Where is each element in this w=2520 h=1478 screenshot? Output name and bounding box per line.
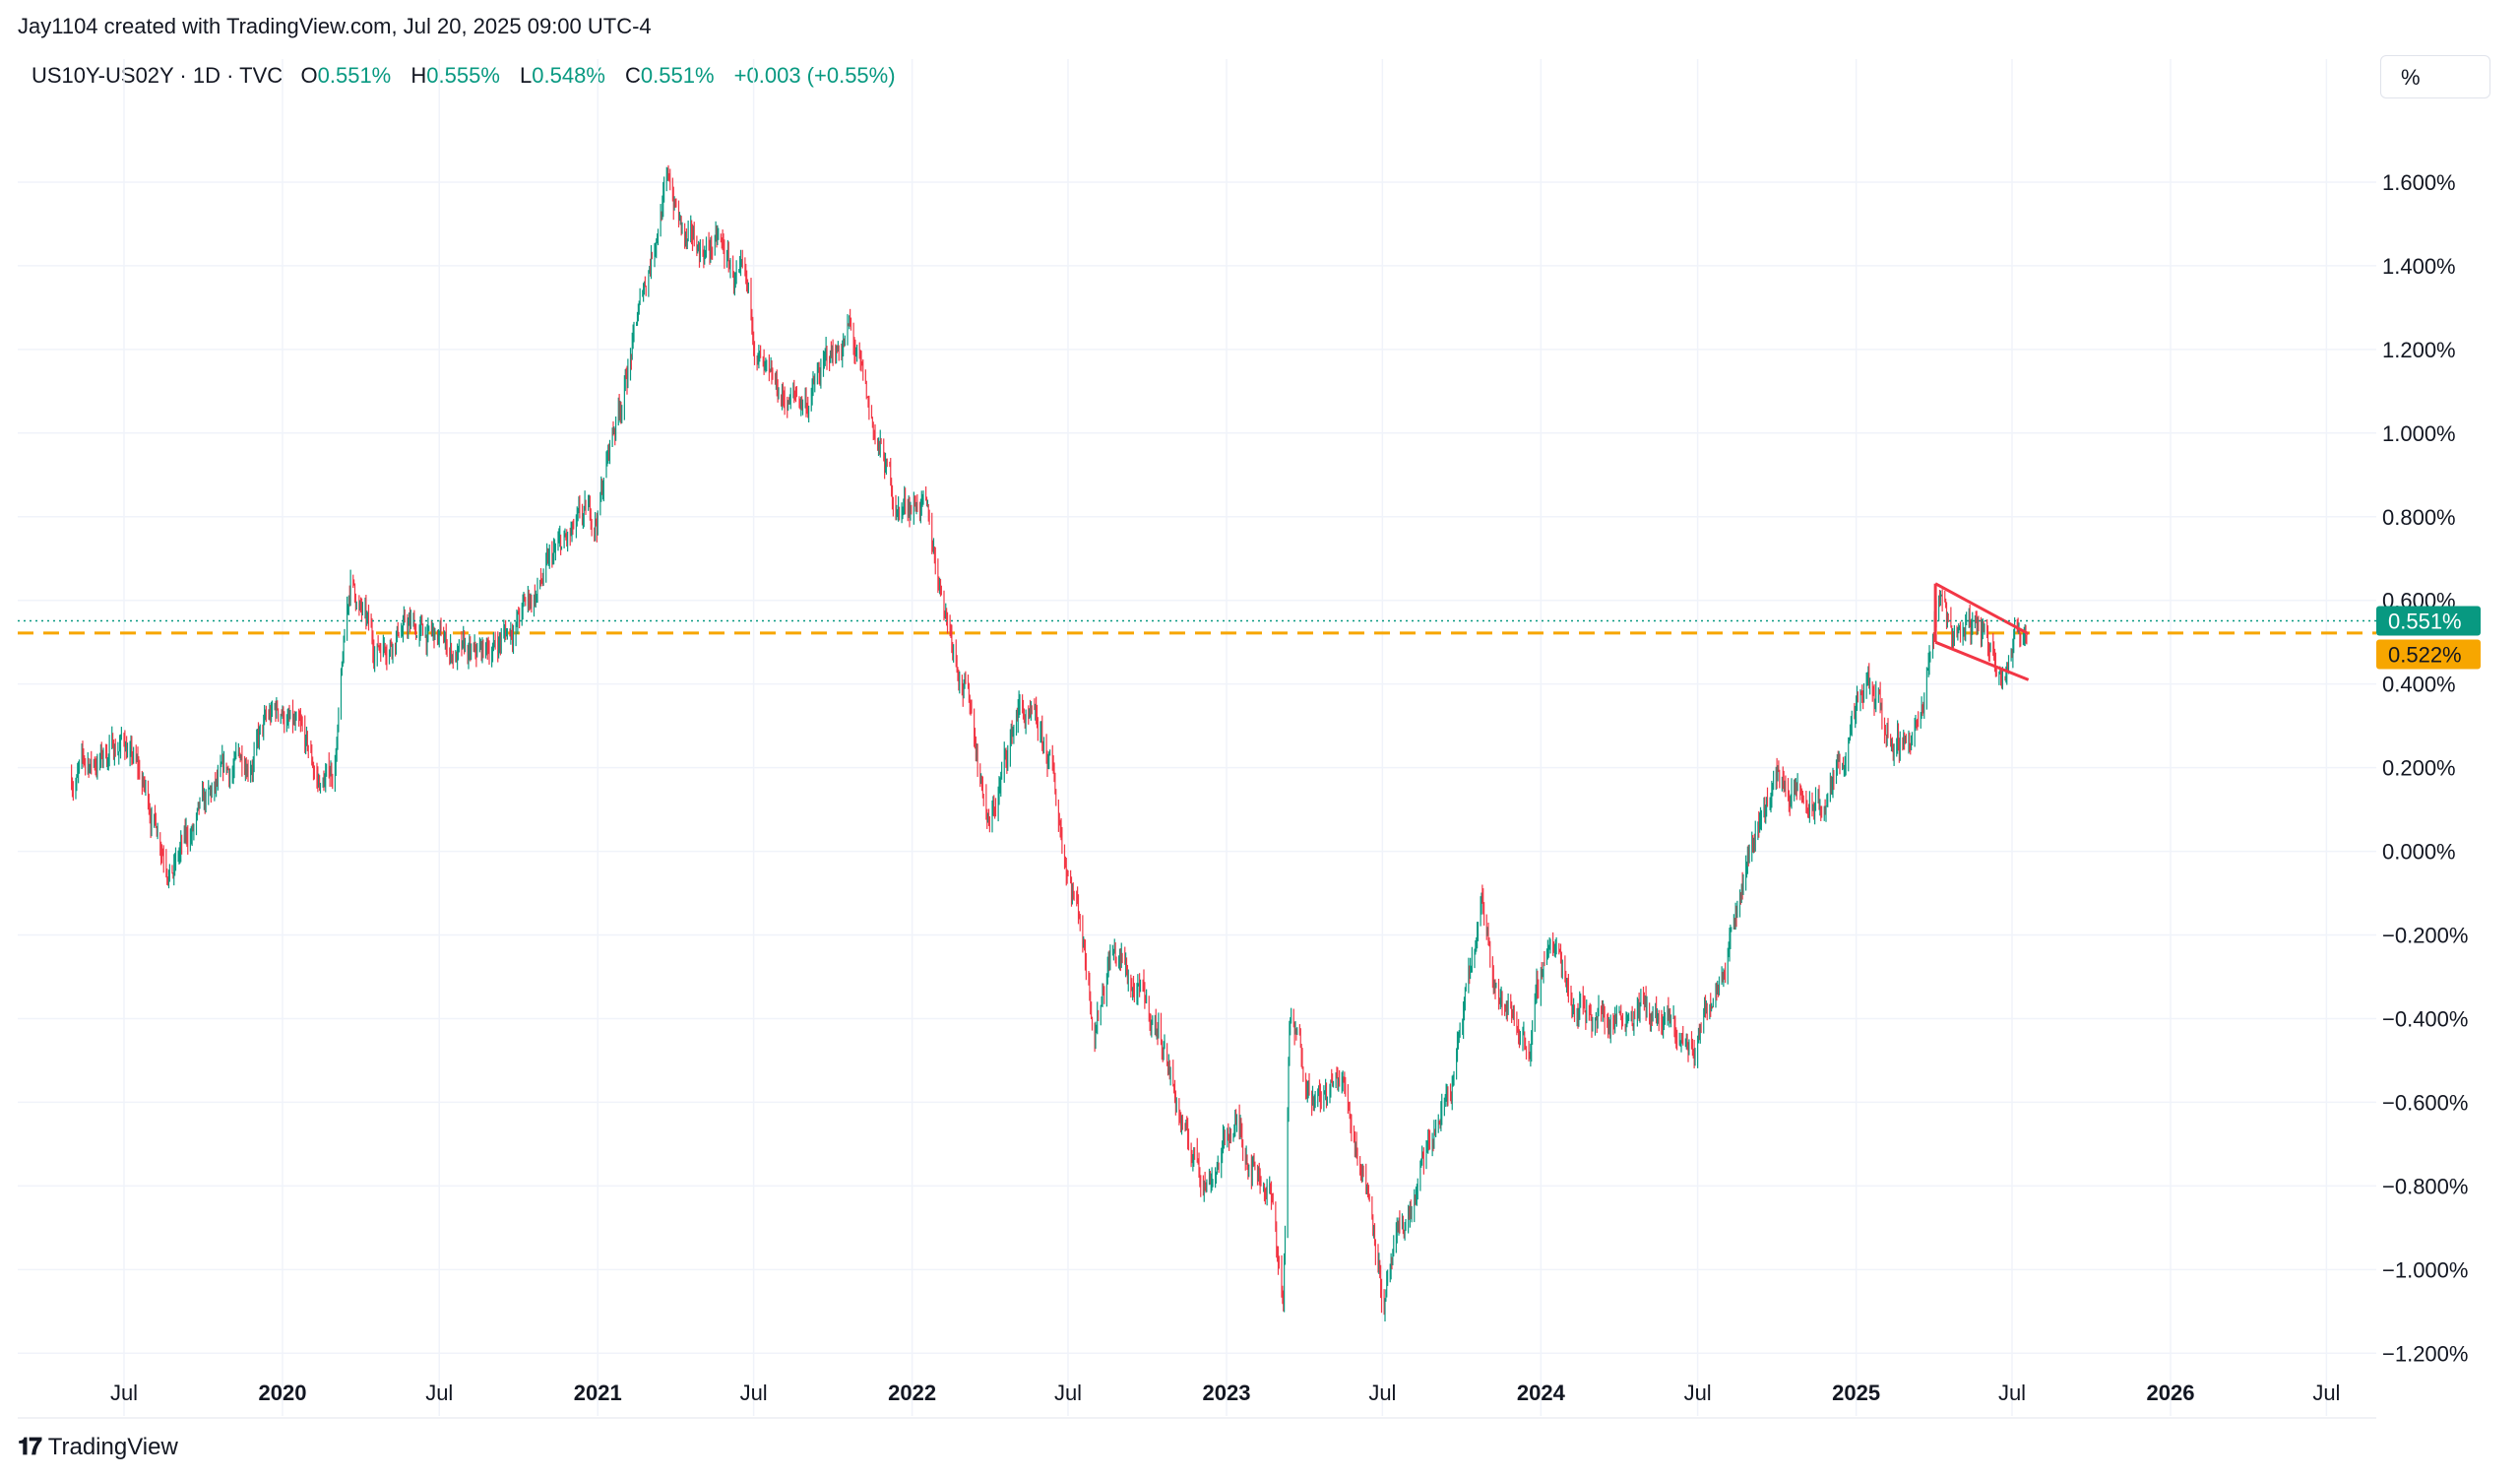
y-tick-label: 0.400% xyxy=(2382,673,2456,697)
pattern-lines xyxy=(1933,582,2030,681)
x-tick-label: 2023 xyxy=(1203,1381,1251,1405)
y-tick-label: 0.000% xyxy=(2382,840,2456,865)
x-tick-label: Jul xyxy=(740,1381,768,1405)
chart-grid xyxy=(18,59,2376,1416)
pattern-upper-line xyxy=(1934,582,2030,636)
level-badge xyxy=(2376,639,2481,670)
time-axis: Jul 2020 Jul 2021 Jul 2022 Jul 2023 Jul 2024 Jul 20… xyxy=(18,1381,2376,1419)
x-tick-label: Jul xyxy=(1368,1381,1396,1405)
price-axis: 1.600%1.400%1.200%1.000%0.800%0.600%0.40… xyxy=(2382,170,2468,1366)
level-badge-text: 0.522% xyxy=(2388,643,2462,668)
low-value: 0.548% xyxy=(532,63,605,88)
x-tick-label: 2022 xyxy=(888,1381,936,1405)
y-tick-label: −1.200% xyxy=(2382,1341,2468,1366)
change-value: +0.003 (+0.55%) xyxy=(733,63,896,88)
x-tick-label: Jul xyxy=(1684,1381,1712,1405)
y-tick-label: 1.400% xyxy=(2382,254,2456,279)
tradingview-brand: TradingView xyxy=(47,1434,178,1460)
x-tick-label: Jul xyxy=(2312,1381,2340,1405)
symbol-name[interactable]: US10Y-US02Y · 1D · TVC xyxy=(32,63,284,88)
close-label: C xyxy=(625,63,641,88)
y-tick-label: −0.400% xyxy=(2382,1006,2468,1031)
low-label: L xyxy=(520,63,533,88)
percent-scale-button[interactable]: % xyxy=(2380,55,2490,98)
x-tick-label: 2020 xyxy=(259,1381,307,1405)
x-tick-label: Jul xyxy=(1998,1381,2026,1405)
tradingview-logo[interactable]: 𝟏𝟕 TradingView xyxy=(18,1434,178,1461)
y-tick-label: −0.200% xyxy=(2382,924,2468,948)
x-tick-label: 2026 xyxy=(2147,1381,2195,1405)
x-tick-label: Jul xyxy=(110,1381,138,1405)
y-tick-label: 1.000% xyxy=(2382,421,2456,446)
y-tick-label: 0.800% xyxy=(2382,505,2456,530)
y-tick-label: −0.600% xyxy=(2382,1090,2468,1115)
close-value: 0.551% xyxy=(640,63,715,88)
y-tick-label: −1.000% xyxy=(2382,1257,2468,1282)
last-price-badge xyxy=(2376,606,2481,636)
x-tick-label: Jul xyxy=(425,1381,453,1405)
price-badges: 0.551% 0.522% xyxy=(2376,606,2481,670)
y-tick-label: 0.200% xyxy=(2382,756,2456,781)
x-tick-label: 2021 xyxy=(574,1381,622,1405)
y-tick-label: −0.800% xyxy=(2382,1174,2468,1198)
high-label: H xyxy=(410,63,427,88)
open-value: 0.551% xyxy=(317,63,392,88)
tradingview-logo-icon: 𝟏𝟕 xyxy=(18,1434,42,1460)
chart-credit: Jay1104 created with TradingView.com, Ju… xyxy=(18,14,652,38)
x-tick-label: 2024 xyxy=(1517,1381,1566,1405)
candles xyxy=(71,164,2028,1322)
pattern-lower-line xyxy=(1934,640,2030,681)
last-price-badge-text: 0.551% xyxy=(2388,610,2462,634)
open-label: O xyxy=(300,63,318,88)
y-tick-label: 1.600% xyxy=(2382,170,2456,195)
x-tick-label: Jul xyxy=(1054,1381,1082,1405)
x-tick-label: 2025 xyxy=(1832,1381,1880,1405)
y-tick-label: 1.200% xyxy=(2382,338,2456,362)
